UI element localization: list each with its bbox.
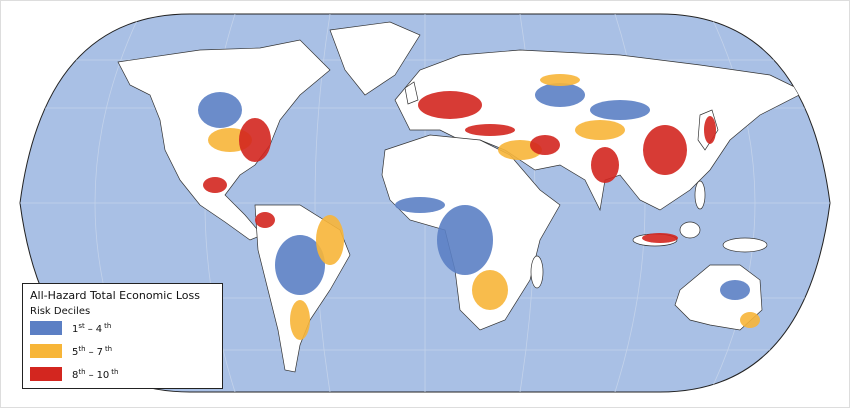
legend-to: 10 [97, 370, 110, 381]
risk-area [720, 280, 750, 300]
legend-from-sup: th [78, 345, 85, 353]
legend-dash: – [89, 347, 94, 358]
legend-to-sup: th [111, 368, 118, 376]
landmass [694, 180, 706, 210]
risk-area [255, 212, 275, 228]
risk-area [740, 312, 760, 328]
legend-title: All-Hazard Total Economic Loss [30, 289, 200, 302]
risk-area [643, 125, 687, 175]
legend-swatch [30, 321, 62, 335]
risk-area [472, 270, 508, 310]
risk-area [575, 120, 625, 140]
legend-from: 5 [72, 347, 78, 358]
legend-dash: – [89, 370, 94, 381]
legend-to-sup: th [105, 345, 112, 353]
legend-dash: – [88, 324, 93, 335]
risk-area [198, 92, 242, 128]
legend-from: 8 [72, 370, 78, 381]
landmass [329, 21, 421, 96]
risk-area [535, 83, 585, 107]
landmass [404, 81, 419, 105]
legend-from-sup: st [78, 322, 85, 330]
risk-areas [198, 74, 760, 340]
risk-area [530, 135, 560, 155]
risk-area [465, 124, 515, 136]
risk-area [704, 116, 716, 144]
legend-swatch [30, 367, 62, 381]
risk-area [642, 233, 678, 243]
risk-area [395, 197, 445, 213]
risk-area [591, 147, 619, 183]
landmass [530, 255, 544, 289]
legend-to: 7 [97, 347, 103, 358]
landmass [679, 221, 701, 239]
risk-area [418, 91, 482, 119]
legend-from-sup: th [78, 368, 85, 376]
legend-from: 1 [72, 324, 78, 335]
risk-area [239, 118, 271, 162]
risk-area [203, 177, 227, 193]
landmass [722, 237, 768, 253]
legend-subtitle: Risk Deciles [30, 306, 90, 317]
risk-area [290, 300, 310, 340]
legend-swatch [30, 344, 62, 358]
risk-area [540, 74, 580, 86]
risk-area [275, 235, 325, 295]
risk-area [437, 205, 493, 275]
legend-to-sup: th [104, 322, 111, 330]
legend-to: 4 [96, 324, 102, 335]
legend: All-Hazard Total Economic Loss Risk Deci… [22, 283, 223, 389]
risk-area [316, 215, 344, 265]
risk-area [590, 100, 650, 120]
